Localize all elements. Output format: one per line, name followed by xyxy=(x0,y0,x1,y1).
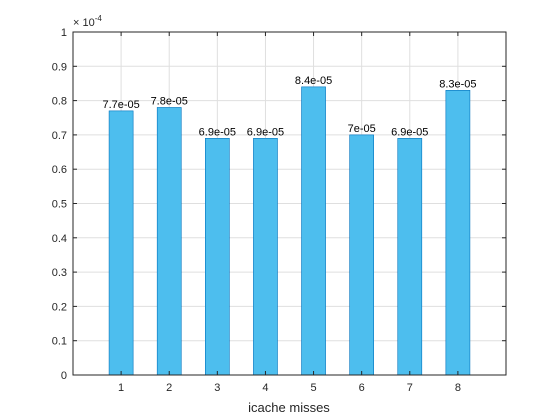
ticks xyxy=(73,31,506,376)
bar xyxy=(108,110,134,376)
bar-value-label: 6.9e-05 xyxy=(247,126,284,138)
bar xyxy=(205,138,230,376)
bar-value-label: 7e-05 xyxy=(348,123,376,135)
y-axis-scale-factor: × 10-4 xyxy=(73,14,102,29)
x-tick-label: 7 xyxy=(407,382,413,394)
bar-value-label: 6.9e-05 xyxy=(391,126,428,138)
y-tick-label: 1 xyxy=(61,27,67,39)
bars xyxy=(108,86,471,376)
x-tick-label: 4 xyxy=(262,382,268,394)
x-tick-label: 3 xyxy=(214,382,220,394)
bar-value-label: 6.9e-05 xyxy=(199,126,236,138)
bar xyxy=(397,138,423,376)
y-tick-label: 0.5 xyxy=(52,199,67,211)
x-tick-label: 1 xyxy=(118,382,124,394)
bar xyxy=(301,86,326,376)
y-scale-base: × 10 xyxy=(73,17,95,29)
y-tick-label: 0.8 xyxy=(52,96,67,108)
y-tick-label: 0.1 xyxy=(52,336,67,348)
bar-value-label: 7.7e-05 xyxy=(102,99,139,111)
bar xyxy=(253,138,278,376)
bar xyxy=(445,90,471,376)
x-tick-label: 6 xyxy=(359,382,365,394)
y-tick-label: 0.4 xyxy=(52,233,67,245)
y-tick-label: 0.2 xyxy=(52,301,67,313)
y-tick-label: 0.7 xyxy=(52,130,67,142)
y-tick-label: 0.6 xyxy=(52,164,67,176)
x-tick-label: 2 xyxy=(166,382,172,394)
y-tick-label: 0.3 xyxy=(52,267,67,279)
bar-value-label: 8.3e-05 xyxy=(439,78,476,90)
bar-value-label: 7.8e-05 xyxy=(151,95,188,107)
x-axis-title: icache misses xyxy=(248,400,330,415)
bar xyxy=(349,134,374,376)
x-tick-label: 8 xyxy=(455,382,461,394)
labels: 0 0.1 0.2 0.3 0.4 0.5 0.6 0.7 0.8 0.9 1 1 7.7e-05 2 7.… xyxy=(52,27,477,394)
bar-value-label: 8.4e-05 xyxy=(295,75,332,87)
bar xyxy=(156,107,182,376)
y-tick-label: 0.9 xyxy=(52,61,67,73)
y-scale-exponent: -4 xyxy=(95,14,103,23)
y-tick-label: 0 xyxy=(61,370,67,382)
x-tick-label: 5 xyxy=(310,382,316,394)
